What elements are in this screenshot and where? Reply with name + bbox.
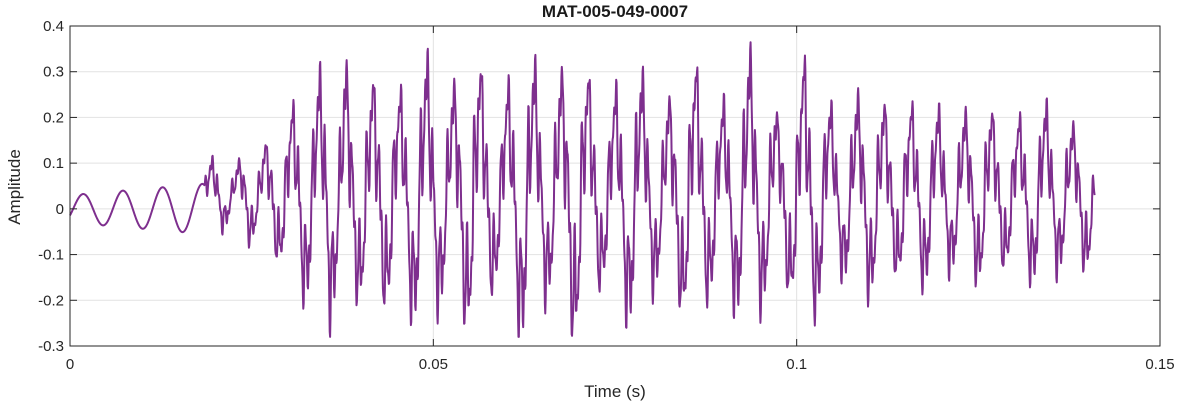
y-tick-label: 0.4 — [43, 18, 64, 35]
x-axis-label: Time (s) — [584, 382, 646, 401]
plot-area — [69, 41, 1096, 338]
y-tick-label: 0.1 — [43, 155, 64, 172]
y-tick-label: -0.3 — [38, 338, 64, 355]
x-tick-label: 0.15 — [1145, 356, 1174, 373]
y-tick-label: -0.2 — [38, 292, 64, 309]
waveform-line — [69, 41, 1096, 338]
labels: MAT-005-049-0007 Time (s) Amplitude — [5, 2, 688, 401]
x-tick-label: 0.05 — [419, 356, 448, 373]
x-tick-label: 0 — [66, 356, 74, 373]
x-tick-label: 0.1 — [786, 356, 807, 373]
y-tick-label: -0.1 — [38, 247, 64, 264]
y-tick-label: 0.3 — [43, 64, 64, 81]
y-tick-label: 0.2 — [43, 109, 64, 126]
y-axis-label: Amplitude — [5, 149, 24, 225]
y-tick-label: 0 — [56, 201, 64, 218]
chart-title: MAT-005-049-0007 — [542, 2, 688, 21]
axes: 0 0.05 0.1 0.15 -0.3 -0.2 -0.1 0 0.1 0.2 0.3 0.4 — [38, 18, 1174, 373]
axes-box — [69, 25, 1161, 347]
